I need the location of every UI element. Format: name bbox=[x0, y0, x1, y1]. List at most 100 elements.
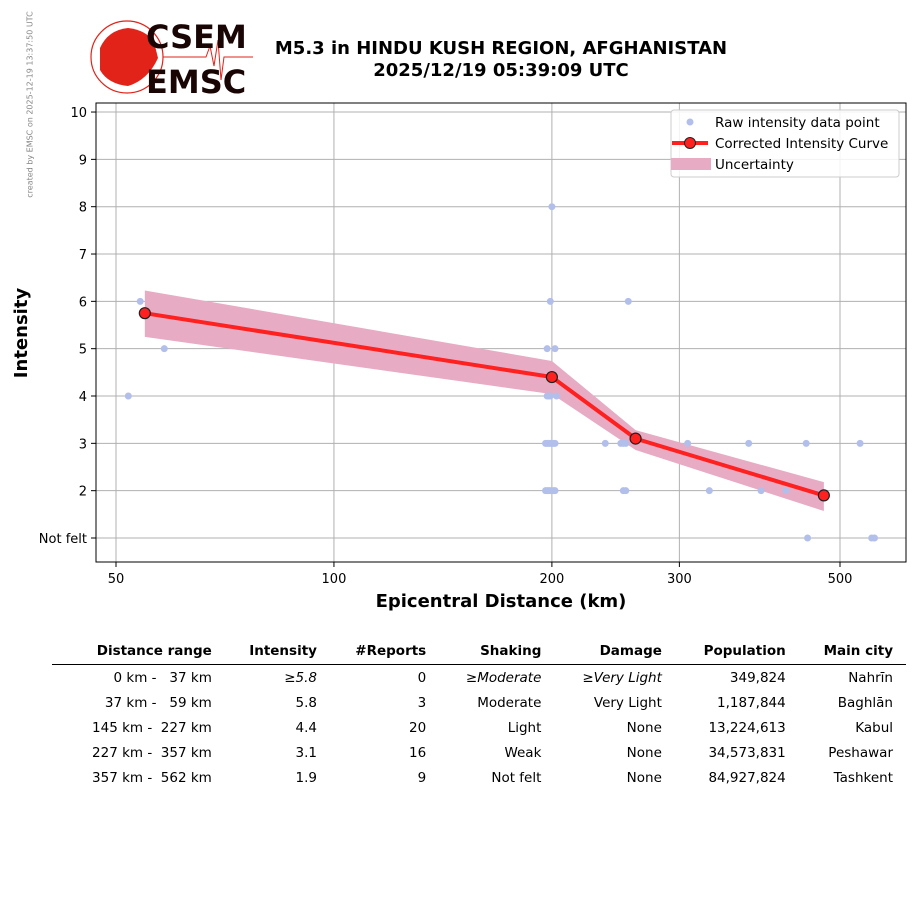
curve-points bbox=[138, 307, 830, 502]
raw-points bbox=[124, 203, 879, 542]
table-cell: Moderate bbox=[477, 694, 542, 711]
legend-raw-marker bbox=[686, 118, 694, 126]
table-cell: 37 km - 59 km bbox=[104, 694, 212, 711]
plot-frame bbox=[95, 102, 907, 563]
raw-intensity-point bbox=[548, 203, 556, 211]
legend-raw: Raw intensity data point bbox=[715, 115, 880, 131]
table-cell: None bbox=[626, 719, 662, 736]
event-title: M5.3 in HINDU KUSH REGION, AFGHANISTAN bbox=[274, 38, 728, 59]
table-cell: None bbox=[626, 769, 662, 786]
raw-intensity-point bbox=[136, 297, 144, 305]
table-cell: 3 bbox=[417, 694, 427, 711]
axis-ticks: 50 100 200 300 500 Not felt 2 3 4 5 6 7 8 9 10 bbox=[39, 106, 853, 587]
curve-point bbox=[629, 432, 642, 445]
curve-point bbox=[138, 307, 151, 320]
uncertainty-band bbox=[144, 290, 824, 512]
x-tick-label: 300 bbox=[667, 572, 692, 587]
table-cell: Light bbox=[507, 719, 542, 736]
table-cell: Baghlān bbox=[837, 694, 893, 711]
y-tick-label: Not felt bbox=[39, 532, 87, 547]
x-tick-label: 50 bbox=[108, 572, 125, 587]
raw-intensity-point bbox=[856, 439, 864, 447]
table-cell: None bbox=[626, 744, 662, 761]
raw-intensity-point bbox=[804, 534, 812, 542]
raw-intensity-point bbox=[624, 297, 632, 305]
table-cell: Kabul bbox=[855, 719, 893, 736]
table-cell: Not felt bbox=[491, 769, 542, 786]
table-cell: 0 km - 37 km bbox=[113, 669, 212, 686]
legend-curve: Corrected Intensity Curve bbox=[715, 136, 888, 152]
table-cell: Weak bbox=[504, 744, 542, 761]
table-row: 357 km - 562 km 1.9 9 Not felt None 84,927,82… bbox=[52, 765, 906, 790]
column-header: Distance range bbox=[52, 640, 225, 665]
y-axis-label: Intensity bbox=[11, 288, 32, 379]
table-cell: 145 km - 227 km bbox=[92, 719, 212, 736]
table-cell: ≥Very Light bbox=[582, 669, 662, 686]
y-tick-label: 10 bbox=[70, 106, 87, 121]
table-cell: 4.4 bbox=[295, 719, 317, 736]
table-cell: Tashkent bbox=[833, 769, 893, 786]
table-cell: 34,573,831 bbox=[708, 744, 786, 761]
table-cell: 349,824 bbox=[729, 669, 786, 686]
raw-intensity-point bbox=[622, 439, 630, 447]
raw-intensity-point bbox=[546, 297, 554, 305]
table-cell: 1,187,844 bbox=[717, 694, 786, 711]
raw-intensity-point bbox=[160, 345, 168, 353]
table-row: 0 km - 37 km ≥5.8 0 ≥Moderate ≥Very Light 349… bbox=[52, 665, 906, 691]
raw-intensity-point bbox=[601, 439, 609, 447]
raw-intensity-point bbox=[782, 487, 790, 495]
raw-intensity-point bbox=[551, 345, 559, 353]
raw-intensity-point bbox=[553, 392, 561, 400]
column-header: Main city bbox=[798, 640, 906, 665]
table-cell: 13,224,613 bbox=[708, 719, 786, 736]
table-row: 37 km - 59 km 5.8 3 Moderate Very Light 1,187… bbox=[52, 690, 906, 715]
y-tick-label: 8 bbox=[79, 201, 87, 216]
y-tick-label: 5 bbox=[79, 343, 87, 358]
y-tick-label: 7 bbox=[79, 248, 87, 263]
intensity-summary-table: Distance range Intensity #Reports Shaking Da… bbox=[52, 640, 906, 790]
table-cell: Nahrīn bbox=[848, 669, 893, 686]
raw-intensity-point bbox=[546, 392, 554, 400]
raw-intensity-point bbox=[757, 487, 765, 495]
legend-uncertainty: Uncertainty bbox=[715, 157, 794, 173]
curve-point bbox=[817, 489, 830, 502]
column-header: Damage bbox=[554, 640, 675, 665]
y-tick-label: 4 bbox=[79, 390, 87, 405]
svg-text:CSEM: CSEM bbox=[146, 18, 247, 56]
corrected-intensity-curve bbox=[144, 311, 825, 498]
legend-curve-marker bbox=[684, 137, 696, 149]
table-cell: ≥Moderate bbox=[465, 669, 542, 686]
raw-intensity-point bbox=[745, 439, 753, 447]
table-cell: 9 bbox=[417, 769, 427, 786]
table-cell: 357 km - 562 km bbox=[92, 769, 212, 786]
table-cell: Very Light bbox=[593, 694, 662, 711]
column-header: Population bbox=[674, 640, 799, 665]
y-tick-label: 6 bbox=[79, 295, 87, 310]
emsc-logo: CSEM EMSC bbox=[90, 18, 253, 100]
table-cell: 20 bbox=[409, 719, 427, 736]
table-cell: Peshawar bbox=[828, 744, 893, 761]
table-cell: 3.1 bbox=[295, 744, 317, 761]
intensity-chart: 50 100 200 300 500 Not felt 2 3 4 5 6 7 8 9 10 Epicent… bbox=[11, 102, 907, 612]
table-cell: 0 bbox=[417, 669, 427, 686]
table-cell: 16 bbox=[409, 744, 427, 761]
x-tick-label: 200 bbox=[539, 572, 564, 587]
y-tick-label: 2 bbox=[79, 485, 87, 500]
x-tick-label: 100 bbox=[322, 572, 347, 587]
column-header: Shaking bbox=[439, 640, 555, 665]
curve-point bbox=[545, 370, 558, 384]
raw-intensity-point bbox=[705, 487, 713, 495]
raw-intensity-point bbox=[124, 392, 132, 400]
y-tick-label: 9 bbox=[79, 153, 87, 168]
svg-text:EMSC: EMSC bbox=[146, 63, 246, 100]
raw-intensity-point bbox=[802, 439, 810, 447]
event-datetime: 2025/12/19 05:39:09 UTC bbox=[373, 60, 629, 81]
raw-intensity-point bbox=[622, 487, 630, 495]
raw-intensity-point bbox=[551, 439, 559, 447]
table-row: 145 km - 227 km 4.4 20 Light None 13,224,613 K… bbox=[52, 715, 906, 740]
x-axis-label: Epicentral Distance (km) bbox=[376, 591, 627, 612]
table-header: Distance range Intensity #Reports Shaking Da… bbox=[52, 640, 906, 665]
table-row: 227 km - 357 km 3.1 16 Weak None 34,573,831 Pe… bbox=[52, 740, 906, 765]
column-header: Intensity bbox=[224, 640, 330, 665]
column-header: #Reports bbox=[329, 640, 440, 665]
